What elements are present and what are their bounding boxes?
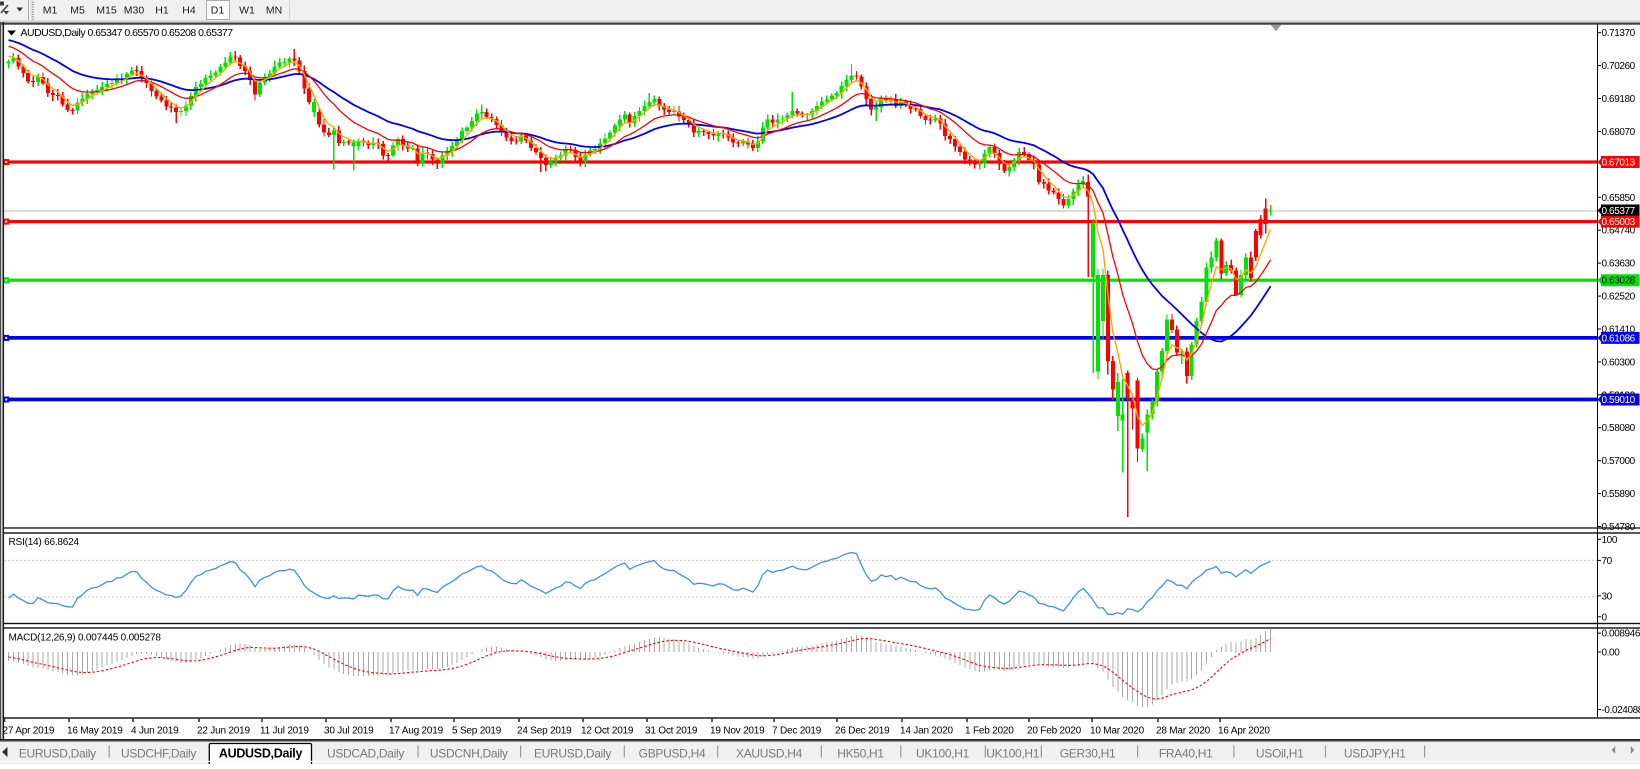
svg-text:22 Jun 2019: 22 Jun 2019 <box>197 725 250 736</box>
svg-text:7 Dec 2019: 7 Dec 2019 <box>772 725 822 736</box>
svg-text:17 Aug 2019: 17 Aug 2019 <box>389 725 444 736</box>
svg-text:30: 30 <box>1602 591 1613 602</box>
svg-text:M30: M30 <box>124 5 145 17</box>
svg-text:0.55890: 0.55890 <box>1602 489 1636 500</box>
svg-text:31 Oct 2019: 31 Oct 2019 <box>645 725 698 736</box>
svg-text:70: 70 <box>1602 556 1613 567</box>
svg-text:USDJPY,H1: USDJPY,H1 <box>1344 747 1406 761</box>
svg-text:30 Jul 2019: 30 Jul 2019 <box>324 725 374 736</box>
svg-text:UK100,H1: UK100,H1 <box>986 747 1040 761</box>
svg-text:19 Nov 2019: 19 Nov 2019 <box>710 725 765 736</box>
svg-text:27 Apr 2019: 27 Apr 2019 <box>3 725 55 736</box>
svg-text:0.69180: 0.69180 <box>1602 94 1636 105</box>
svg-text:0.58080: 0.58080 <box>1602 423 1636 434</box>
svg-text:11 Jul 2019: 11 Jul 2019 <box>260 725 309 736</box>
svg-text:0.65377: 0.65377 <box>1602 206 1636 217</box>
svg-text:4 Jun 2019: 4 Jun 2019 <box>131 725 179 736</box>
svg-text:12 Oct 2019: 12 Oct 2019 <box>581 725 634 736</box>
svg-text:26 Dec 2019: 26 Dec 2019 <box>835 725 890 736</box>
svg-text:0.71370: 0.71370 <box>1602 28 1636 39</box>
svg-text:GBPUSD,H4: GBPUSD,H4 <box>639 747 706 761</box>
svg-text:MN: MN <box>266 5 282 17</box>
svg-text:0.68070: 0.68070 <box>1602 127 1636 138</box>
svg-text:0.67013: 0.67013 <box>1602 158 1636 169</box>
svg-text:AUDUSD,Daily: AUDUSD,Daily <box>219 747 303 761</box>
svg-text:USDCHF,Daily: USDCHF,Daily <box>121 747 196 761</box>
svg-text:100: 100 <box>1602 535 1618 546</box>
svg-text:0.63630: 0.63630 <box>1602 259 1636 270</box>
svg-text:HK50,H1: HK50,H1 <box>837 747 884 761</box>
svg-text:USDCNH,Daily: USDCNH,Daily <box>430 747 508 761</box>
svg-text:M1: M1 <box>43 5 58 17</box>
svg-text:0.63028: 0.63028 <box>1602 276 1636 287</box>
svg-text:1 Feb 2020: 1 Feb 2020 <box>965 725 1014 736</box>
svg-text:28 Mar 2020: 28 Mar 2020 <box>1156 725 1211 736</box>
svg-text:M5: M5 <box>70 5 85 17</box>
svg-text:10 Mar 2020: 10 Mar 2020 <box>1090 725 1145 736</box>
svg-text:5 Sep 2019: 5 Sep 2019 <box>452 725 502 736</box>
svg-text:0.61086: 0.61086 <box>1602 333 1636 344</box>
svg-text:0.65850: 0.65850 <box>1602 193 1636 204</box>
svg-text:AUDUSD,Daily 0.65347 0.65570: AUDUSD,Daily 0.65347 0.65570 0.65208 0.6… <box>21 27 234 39</box>
svg-text:FRA40,H1: FRA40,H1 <box>1159 747 1213 761</box>
svg-text:0.59010: 0.59010 <box>1602 395 1636 406</box>
svg-text:GER30,H1: GER30,H1 <box>1060 747 1116 761</box>
svg-text:H4: H4 <box>182 5 196 17</box>
svg-text:-0.024088: -0.024088 <box>1602 705 1640 716</box>
svg-text:EURUSD,Daily: EURUSD,Daily <box>534 747 611 761</box>
svg-text:EURUSD,Daily: EURUSD,Daily <box>19 747 96 761</box>
svg-text:USDCAD,Daily: USDCAD,Daily <box>327 747 404 761</box>
svg-text:0: 0 <box>1602 612 1608 623</box>
svg-text:H1: H1 <box>155 5 169 17</box>
svg-text:0.70260: 0.70260 <box>1602 61 1636 72</box>
svg-text:W1: W1 <box>239 5 255 17</box>
svg-text:0.57000: 0.57000 <box>1602 456 1636 467</box>
svg-text:0.65003: 0.65003 <box>1602 217 1636 228</box>
svg-text:UK100,H1: UK100,H1 <box>916 747 970 761</box>
svg-text:0.008946: 0.008946 <box>1602 629 1640 640</box>
svg-text:14 Jan 2020: 14 Jan 2020 <box>900 725 953 736</box>
svg-text:0.62520: 0.62520 <box>1602 292 1636 303</box>
svg-text:D1: D1 <box>211 5 225 17</box>
svg-text:16 May 2019: 16 May 2019 <box>67 725 123 736</box>
svg-text:MACD(12,26,9) 0.007445 0.00527: MACD(12,26,9) 0.007445 0.005278 <box>9 633 162 644</box>
svg-text:0.60300: 0.60300 <box>1602 357 1636 368</box>
svg-text:20 Feb 2020: 20 Feb 2020 <box>1027 725 1082 736</box>
svg-text:24 Sep 2019: 24 Sep 2019 <box>517 725 572 736</box>
svg-text:RSI(14) 66.8624: RSI(14) 66.8624 <box>9 537 80 548</box>
svg-text:0.54780: 0.54780 <box>1602 522 1636 533</box>
svg-text:0.00: 0.00 <box>1602 648 1621 659</box>
svg-text:USOil,H1: USOil,H1 <box>1256 747 1304 761</box>
svg-text:16 Apr 2020: 16 Apr 2020 <box>1218 725 1270 736</box>
svg-text:M15: M15 <box>96 5 117 17</box>
svg-text:XAUUSD,H4: XAUUSD,H4 <box>736 747 803 761</box>
